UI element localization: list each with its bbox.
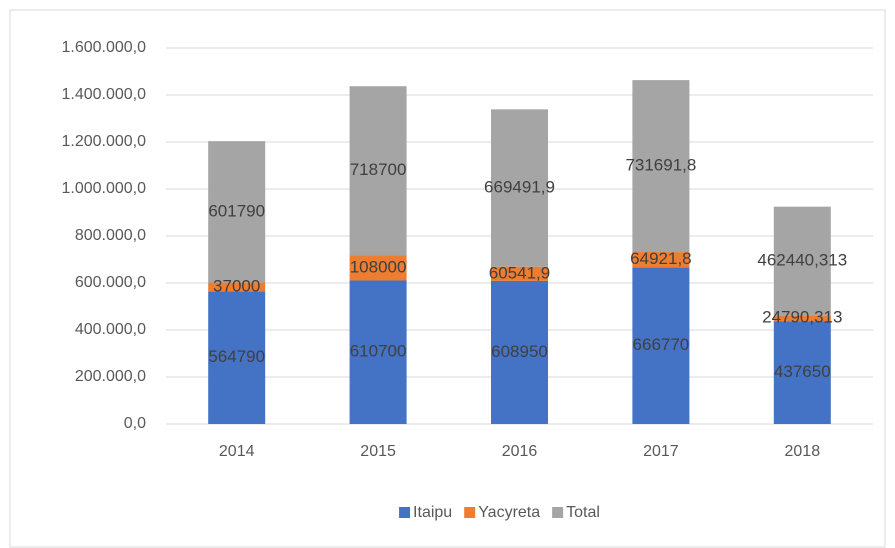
data-label: 60541,9 xyxy=(489,263,550,282)
bar-segment xyxy=(491,109,548,267)
data-label: 731691,8 xyxy=(625,156,696,175)
legend-label: Yacyreta xyxy=(478,504,540,521)
y-tick-label: 1.600.000,0 xyxy=(61,39,146,56)
data-label: 437650 xyxy=(774,362,831,381)
y-tick-label: 200.000,0 xyxy=(75,368,146,385)
x-tick-label: 2015 xyxy=(360,443,396,460)
bar-segment xyxy=(491,266,548,281)
data-label: 564790 xyxy=(208,347,265,366)
bar-segment xyxy=(208,141,266,283)
y-tick-label: 400.000,0 xyxy=(75,321,146,338)
bar-segment xyxy=(349,280,407,424)
legend-swatch xyxy=(399,507,411,518)
y-tick-label: 600.000,0 xyxy=(75,274,146,291)
legend-swatch xyxy=(464,507,476,518)
chart-border xyxy=(9,9,886,548)
y-tick-label: 800.000,0 xyxy=(75,227,146,244)
x-tick-label: 2017 xyxy=(643,443,679,460)
data-label: 462440,313 xyxy=(757,250,847,269)
bar-segment xyxy=(491,280,548,424)
legend-label: Total xyxy=(566,504,600,521)
data-label: 610700 xyxy=(350,342,407,361)
y-tick-label: 0,0 xyxy=(124,415,146,432)
data-label: 608950 xyxy=(491,342,548,361)
bar-segment xyxy=(208,291,266,424)
bar-segment xyxy=(773,321,831,424)
data-label: 669491,9 xyxy=(484,177,555,196)
data-label: 666770 xyxy=(633,335,690,354)
x-tick-label: 2014 xyxy=(219,443,255,460)
bar-segment xyxy=(208,282,266,292)
bar-segment xyxy=(632,252,690,268)
data-label: 718700 xyxy=(350,160,407,179)
bar-segment xyxy=(632,267,690,424)
bar-segment xyxy=(773,206,831,316)
data-label: 64921,8 xyxy=(630,249,691,268)
x-tick-label: 2016 xyxy=(502,443,538,460)
legend-label: Itaipu xyxy=(413,504,452,521)
y-tick-label: 1.200.000,0 xyxy=(61,133,146,150)
y-tick-label: 1.000.000,0 xyxy=(61,180,146,197)
legend-swatch xyxy=(552,507,564,518)
data-label: 24790,313 xyxy=(762,308,842,327)
y-tick-label: 1.400.000,0 xyxy=(61,86,146,103)
bar-segment xyxy=(349,255,407,281)
bar-segment xyxy=(773,315,831,322)
bar-segment xyxy=(632,80,690,253)
x-tick-label: 2018 xyxy=(785,443,821,460)
data-label: 601790 xyxy=(208,201,265,220)
data-label: 108000 xyxy=(350,257,407,276)
bar-segment xyxy=(349,86,407,256)
data-label: 37000 xyxy=(213,276,260,295)
